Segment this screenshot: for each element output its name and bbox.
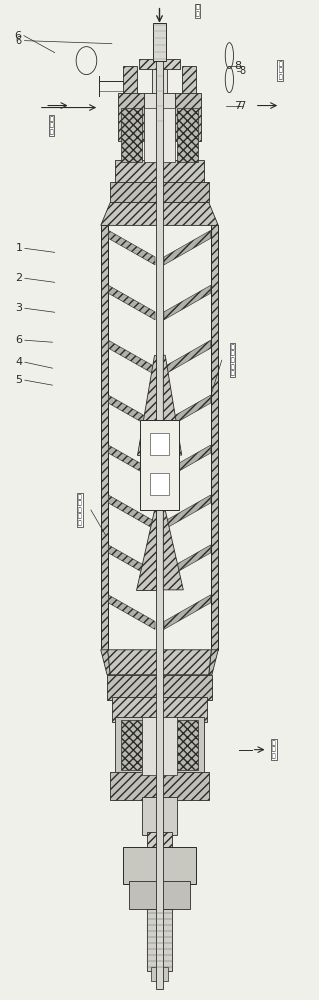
- Polygon shape: [164, 340, 211, 375]
- Bar: [152, 23, 167, 61]
- Bar: [118, 93, 144, 140]
- Polygon shape: [108, 545, 155, 579]
- Bar: [150, 433, 169, 455]
- Text: 4: 4: [16, 357, 23, 367]
- Polygon shape: [163, 510, 183, 590]
- Text: 清
洗
液: 清 洗 液: [278, 61, 282, 80]
- Bar: [147, 909, 172, 971]
- Bar: [144, 108, 175, 162]
- Polygon shape: [101, 650, 110, 675]
- Polygon shape: [101, 202, 218, 225]
- Bar: [211, 225, 218, 650]
- Polygon shape: [209, 650, 218, 675]
- Bar: [147, 832, 172, 850]
- Bar: [144, 93, 175, 140]
- Polygon shape: [137, 355, 156, 455]
- Bar: [122, 108, 142, 162]
- Polygon shape: [136, 510, 156, 590]
- Polygon shape: [163, 355, 182, 455]
- Polygon shape: [108, 495, 155, 530]
- Bar: [112, 697, 207, 722]
- Polygon shape: [164, 285, 211, 320]
- Text: 排
料
端: 排 料 端: [272, 740, 276, 759]
- Text: 3: 3: [16, 303, 23, 313]
- Bar: [115, 160, 204, 185]
- Text: 7: 7: [239, 101, 245, 111]
- Polygon shape: [108, 445, 155, 480]
- Polygon shape: [108, 650, 211, 675]
- Bar: [110, 772, 209, 800]
- Bar: [177, 108, 197, 162]
- Bar: [175, 93, 201, 140]
- Bar: [156, 23, 163, 989]
- Text: 5: 5: [16, 375, 23, 385]
- Text: 6: 6: [15, 31, 22, 41]
- Bar: [140, 420, 179, 510]
- Bar: [142, 797, 177, 835]
- Bar: [110, 182, 209, 202]
- Text: 进
料: 进 料: [196, 5, 199, 17]
- Bar: [123, 66, 137, 96]
- Text: 8: 8: [234, 61, 241, 71]
- Bar: [150, 473, 169, 495]
- Polygon shape: [164, 495, 211, 530]
- Text: 7: 7: [234, 101, 241, 111]
- Bar: [122, 720, 142, 770]
- Bar: [177, 720, 197, 770]
- Text: 粗
洗
涤
螺
旋: 粗 洗 涤 螺 旋: [231, 344, 234, 376]
- Bar: [182, 66, 196, 96]
- Polygon shape: [108, 285, 155, 320]
- Polygon shape: [108, 595, 155, 629]
- Text: 粗
压
榨
螺
旋: 粗 压 榨 螺 旋: [78, 494, 82, 526]
- Text: 8: 8: [239, 66, 245, 76]
- Bar: [142, 717, 177, 775]
- Bar: [101, 225, 108, 650]
- Bar: [115, 717, 204, 775]
- Text: 6: 6: [16, 335, 23, 345]
- Text: 6: 6: [15, 36, 21, 46]
- Polygon shape: [108, 395, 155, 430]
- Bar: [144, 720, 175, 770]
- Text: 洗
涤
水: 洗 涤 水: [50, 116, 53, 135]
- Polygon shape: [164, 545, 211, 579]
- Polygon shape: [164, 445, 211, 480]
- Bar: [129, 881, 190, 909]
- Bar: [152, 66, 167, 96]
- Text: 1: 1: [16, 243, 23, 253]
- Polygon shape: [108, 230, 155, 265]
- Bar: [139, 59, 180, 69]
- Bar: [151, 967, 168, 981]
- Bar: [123, 847, 196, 884]
- Polygon shape: [164, 595, 211, 629]
- Polygon shape: [164, 395, 211, 430]
- Polygon shape: [164, 230, 211, 265]
- Text: 2: 2: [16, 273, 23, 283]
- Bar: [107, 675, 212, 700]
- Polygon shape: [108, 340, 155, 375]
